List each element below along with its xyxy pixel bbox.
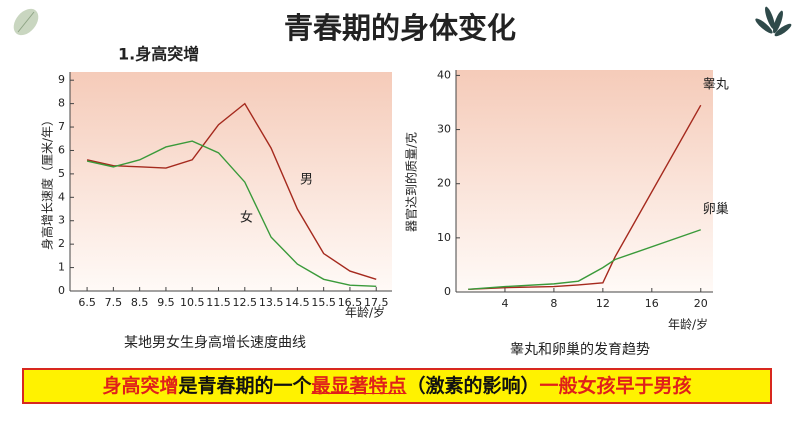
y-tick-label: 9 (58, 73, 65, 86)
x-axis-label: 年龄/岁 (345, 305, 385, 320)
x-tick-label: 6.5 (78, 296, 96, 309)
y-axis-label: 器官达到的质量/克 (404, 132, 419, 232)
line (468, 229, 701, 290)
x-tick-label: 16 (645, 297, 659, 310)
plot-area (70, 72, 392, 291)
x-tick-label: 15.5 (311, 296, 336, 309)
y-tick-label: 2 (58, 237, 65, 250)
line (86, 102, 377, 280)
plot-area (456, 70, 713, 292)
y-tick-label: 7 (58, 120, 65, 133)
x-tick-label: 12 (596, 297, 610, 310)
y-tick-label: 0 (58, 284, 65, 297)
x-tick-label: 16.5 (338, 296, 363, 309)
banner-text: 身高突增 (102, 375, 179, 397)
y-tick-label: 10 (437, 231, 451, 244)
leaf-icon (13, 8, 39, 36)
plant-icon (755, 6, 792, 37)
x-tick-label: 8.5 (131, 296, 149, 309)
x-tick-label: 4 (501, 297, 508, 310)
y-tick-label: 4 (58, 190, 65, 203)
y-tick-label: 5 (58, 167, 65, 180)
y-tick-label: 3 (58, 214, 65, 227)
banner-text: （激素的影响） (406, 375, 540, 397)
y-tick-label: 0 (444, 285, 451, 298)
y-tick-label: 6 (58, 143, 65, 156)
series-label: 女 (240, 210, 253, 226)
x-tick-label: 10.5 (180, 296, 205, 309)
x-tick-label: 20 (694, 297, 708, 310)
y-tick-label: 20 (437, 177, 451, 190)
line (468, 104, 702, 290)
x-tick-label: 11.5 (206, 296, 231, 309)
series-label: 男 (300, 173, 313, 188)
slide-title: 青春期的身体变化 (284, 11, 516, 45)
x-tick-label: 7.5 (105, 296, 123, 309)
x-axis-label: 年龄/岁 (668, 317, 708, 332)
caption: 某地男女生身高增长速度曲线 (124, 334, 306, 351)
y-tick-label: 8 (58, 97, 65, 110)
x-tick-label: 13.5 (259, 296, 284, 309)
caption: 睾丸和卵巢的发育趋势 (510, 342, 650, 358)
banner-text: 最显著特点 (311, 375, 407, 397)
subtitle: 1.身高突增 (118, 45, 199, 64)
x-tick-label: 9.5 (157, 296, 175, 309)
x-tick-label: 12.5 (233, 296, 258, 309)
line (86, 140, 377, 288)
x-tick-label: 17.5 (364, 296, 389, 309)
banner-text: 是青春期的一个 (178, 375, 312, 397)
series-label: 卵巢 (703, 202, 729, 217)
banner: 身高突增是青春期的一个最显著特点（激素的影响）一般女孩早于男孩 (22, 368, 772, 404)
y-tick-label: 40 (437, 68, 451, 81)
series-label: 睾丸 (703, 77, 729, 93)
banner-text: 一般女孩早于男孩 (539, 375, 692, 397)
y-tick-label: 1 (58, 261, 65, 274)
y-axis-label: 身高增长速度（厘米/年） (40, 114, 55, 250)
x-tick-label: 8 (550, 297, 557, 310)
x-tick-label: 14.5 (285, 296, 310, 309)
y-tick-label: 30 (437, 123, 451, 136)
